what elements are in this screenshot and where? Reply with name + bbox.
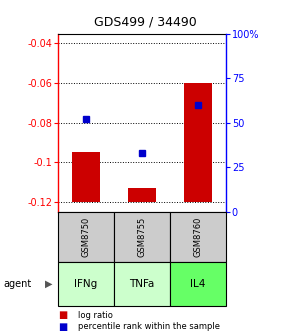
Text: percentile rank within the sample: percentile rank within the sample	[78, 323, 220, 331]
Text: GSM8755: GSM8755	[137, 217, 147, 257]
Text: IFNg: IFNg	[75, 279, 98, 289]
Text: GSM8760: GSM8760	[194, 217, 203, 257]
Text: agent: agent	[3, 279, 31, 289]
Text: ▶: ▶	[45, 279, 52, 289]
Bar	[58, 212, 114, 262]
Bar	[114, 212, 170, 262]
Text: IL4: IL4	[191, 279, 206, 289]
Bar	[128, 188, 156, 202]
Text: log ratio: log ratio	[78, 311, 113, 320]
Bar	[170, 262, 226, 306]
Bar	[72, 152, 100, 202]
Text: ■: ■	[58, 310, 67, 320]
Text: GDS499 / 34490: GDS499 / 34490	[94, 15, 196, 28]
Bar	[114, 262, 170, 306]
Bar	[184, 83, 212, 202]
Bar	[170, 212, 226, 262]
Bar	[58, 262, 114, 306]
Text: ■: ■	[58, 322, 67, 332]
Text: TNFa: TNFa	[129, 279, 155, 289]
Text: GSM8750: GSM8750	[81, 217, 90, 257]
